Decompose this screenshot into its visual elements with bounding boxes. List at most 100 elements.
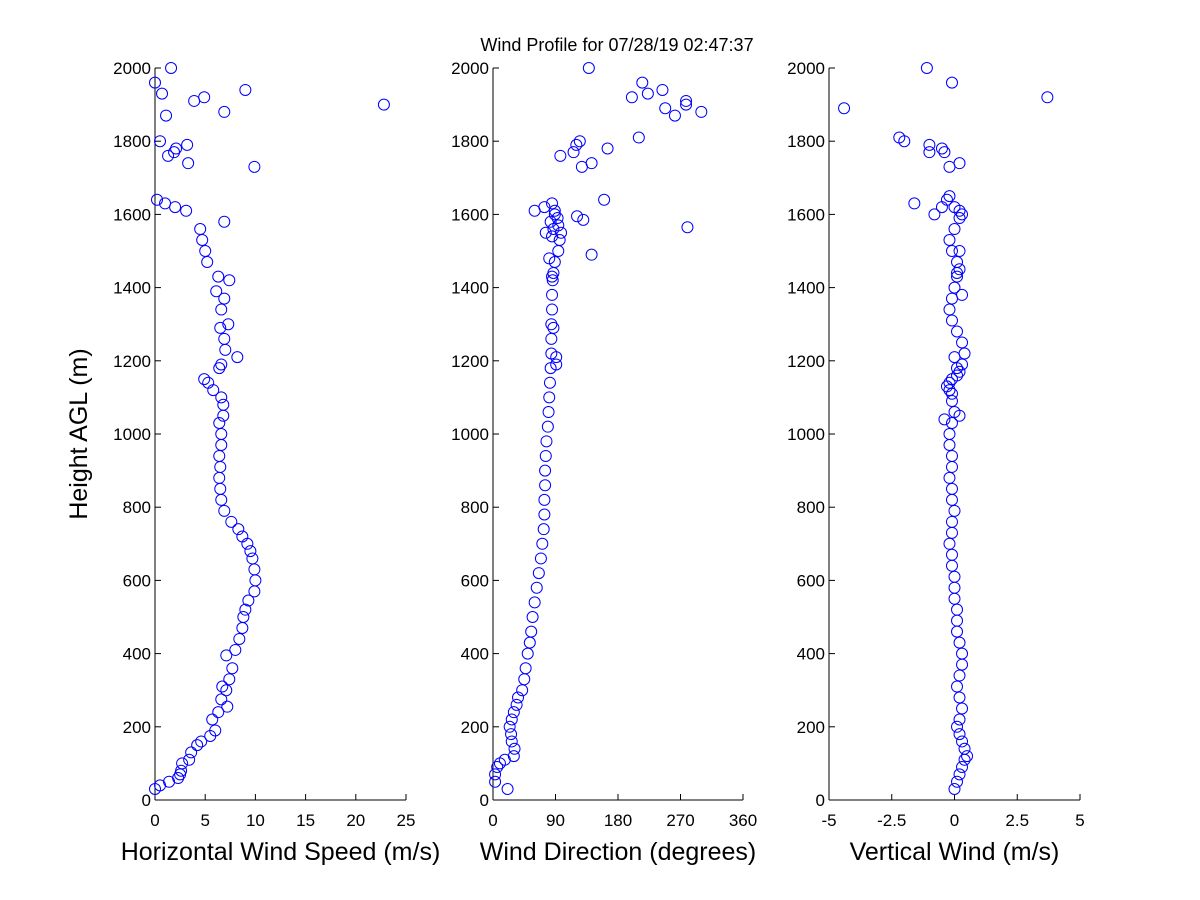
data-point-marker — [948, 504, 961, 517]
x-tick-label: -5 — [821, 811, 836, 830]
data-point-marker — [237, 611, 250, 623]
data-point-marker — [601, 142, 614, 155]
data-point-marker — [223, 274, 236, 287]
data-point-marker — [215, 358, 228, 371]
data-point-marker — [532, 567, 545, 580]
y-tick-label: 1400 — [113, 279, 151, 298]
data-point-marker — [537, 523, 550, 536]
data-point-marker — [948, 570, 961, 583]
data-point-marker — [149, 76, 161, 89]
data-point-marker — [680, 98, 693, 111]
panel-vertical: 0 200 400 600 800 1000 1200 1400 1600 1800 2000 -5 -… — [787, 59, 1085, 866]
x-tick-label: 20 — [346, 811, 365, 830]
y-tick-label: 1800 — [451, 132, 489, 151]
data-point-marker — [507, 706, 520, 719]
y-tick-label: 600 — [461, 571, 489, 590]
data-point-marker — [838, 102, 851, 115]
data-point-marker — [546, 274, 559, 287]
y-tick-label: 400 — [123, 645, 151, 664]
x-tick-label: 0 — [950, 811, 959, 830]
data-point-marker — [943, 428, 956, 440]
data-point-marker — [539, 449, 552, 462]
data-point-marker — [953, 669, 966, 682]
data-point-marker — [585, 248, 598, 261]
data-point-marker — [176, 757, 189, 770]
data-point-marker — [547, 223, 560, 236]
data-point-marker — [201, 255, 214, 268]
data-point-marker — [156, 87, 169, 100]
data-point-marker — [598, 193, 611, 206]
data-point-marker — [948, 581, 961, 594]
data-point-marker — [215, 693, 228, 706]
data-point-marker — [510, 698, 523, 711]
data-point-marker — [940, 193, 953, 206]
data-point-marker — [542, 406, 555, 419]
data-point-marker — [945, 460, 958, 473]
data-point-marker — [218, 105, 231, 118]
data-point-marker — [953, 245, 966, 257]
data-points — [149, 62, 390, 796]
data-point-marker — [236, 530, 249, 543]
data-point-marker — [215, 303, 228, 316]
data-point-marker — [570, 138, 583, 151]
x-tick-label: 270 — [666, 811, 694, 830]
data-point-marker — [945, 395, 958, 408]
data-point-marker — [953, 409, 966, 422]
data-point-marker — [209, 724, 222, 737]
data-point-marker — [248, 160, 261, 173]
data-point-marker — [953, 636, 966, 649]
data-point-marker — [945, 76, 958, 89]
x-axis-label: Wind Direction (degrees) — [480, 838, 757, 866]
data-point-marker — [214, 460, 227, 473]
data-point-marker — [222, 318, 235, 331]
data-point-marker — [548, 204, 561, 217]
y-tick-label: 1800 — [113, 132, 151, 151]
data-point-marker — [220, 649, 233, 662]
data-point-marker — [215, 438, 228, 451]
y-tick-label: 600 — [123, 571, 151, 590]
data-point-marker — [493, 757, 506, 770]
data-point-marker — [248, 585, 261, 598]
data-point-marker — [554, 149, 567, 162]
y-tick-label: 1000 — [113, 425, 151, 444]
data-point-marker — [945, 482, 958, 495]
data-point-marker — [956, 735, 969, 748]
data-point-marker — [195, 735, 208, 748]
data-points — [489, 62, 708, 796]
y-tick-label: 200 — [797, 718, 825, 737]
y-tick-label: 200 — [461, 718, 489, 737]
data-point-marker — [940, 380, 953, 393]
y-tick-label: 1200 — [113, 352, 151, 371]
data-point-marker — [159, 197, 172, 210]
x-tick-label: -2.5 — [877, 811, 906, 830]
data-point-marker — [938, 146, 951, 159]
data-point-marker — [223, 673, 236, 686]
data-point-marker — [898, 135, 911, 148]
data-point-marker — [956, 208, 969, 221]
data-point-marker — [183, 753, 196, 766]
data-point-marker — [961, 750, 974, 763]
data-point-marker — [175, 764, 188, 777]
data-point-marker — [951, 255, 964, 268]
data-point-marker — [377, 98, 390, 111]
y-tick-label: 800 — [123, 498, 151, 517]
data-point-marker — [525, 625, 538, 638]
data-point-marker — [519, 662, 532, 675]
data-point-marker — [199, 245, 212, 257]
data-point-marker — [207, 384, 220, 397]
data-point-marker — [180, 204, 193, 217]
data-point-marker — [953, 157, 966, 170]
panel-direction: 0 200 400 600 800 1000 1200 1400 1600 1800 2000 0 90… — [451, 59, 757, 866]
data-point-marker — [943, 438, 956, 451]
data-point-marker — [551, 212, 564, 225]
data-point-marker — [668, 109, 681, 122]
data-point-marker — [953, 263, 966, 276]
data-point-marker — [956, 761, 969, 774]
data-point-marker — [491, 761, 504, 774]
y-tick-label: 1000 — [787, 425, 825, 444]
data-point-marker — [232, 523, 245, 536]
x-tick-label: 2.5 — [1005, 811, 1029, 830]
data-point-marker — [945, 526, 958, 539]
data-point-marker — [213, 449, 226, 462]
